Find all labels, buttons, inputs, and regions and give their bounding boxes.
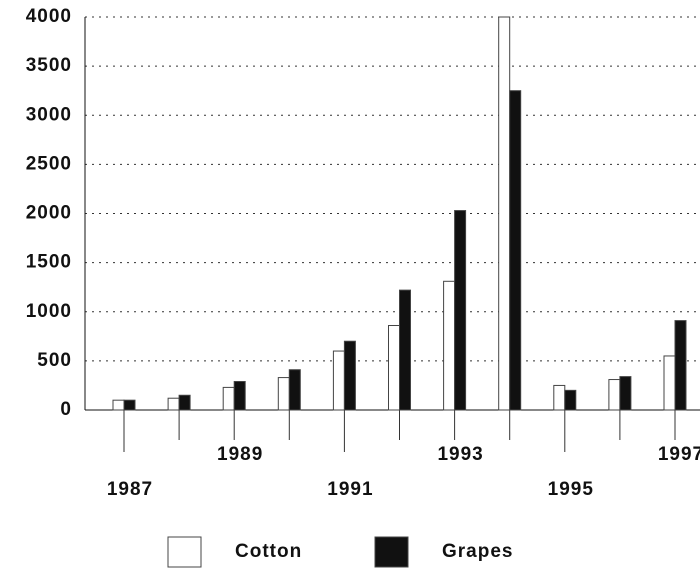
x-tick-label: 1995 [548,479,594,500]
bar [332,350,345,411]
bar [498,16,511,411]
bar [288,369,301,411]
legend-swatch [374,536,409,568]
bar [233,381,246,411]
x-tick-label: 1989 [217,444,263,465]
bar [619,376,632,411]
y-tick-label: 1000 [26,301,72,322]
legend-swatch [167,536,202,568]
bar [553,384,566,411]
legend-label: Grapes [442,541,513,562]
bar [399,289,411,411]
bar [343,340,356,411]
bar [608,379,621,411]
x-tick-label: 1993 [437,444,483,465]
x-tick-label: 1991 [327,479,373,500]
legend-label: Cotton [235,541,302,562]
bar [663,355,676,411]
bar [509,90,522,411]
bar [178,394,191,411]
bar [564,389,577,411]
x-tick-label: 1997 [658,444,700,465]
y-tick-label: 0 [60,399,72,420]
bar [443,280,456,411]
bar [454,210,467,411]
bar [277,377,290,411]
bar [123,399,136,411]
y-tick-label: 500 [37,350,72,371]
y-tick-label: 2500 [26,153,72,174]
y-tick-label: 3500 [26,55,72,76]
bar [112,399,125,411]
bar [222,386,235,411]
bar [167,397,180,411]
y-tick-label: 4000 [26,6,72,27]
y-tick-label: 1500 [26,252,72,273]
bar [388,325,400,411]
y-tick-label: 2000 [26,203,72,224]
y-tick-label: 3000 [26,104,72,125]
bar [674,320,687,411]
x-tick-label: 1987 [107,479,153,500]
